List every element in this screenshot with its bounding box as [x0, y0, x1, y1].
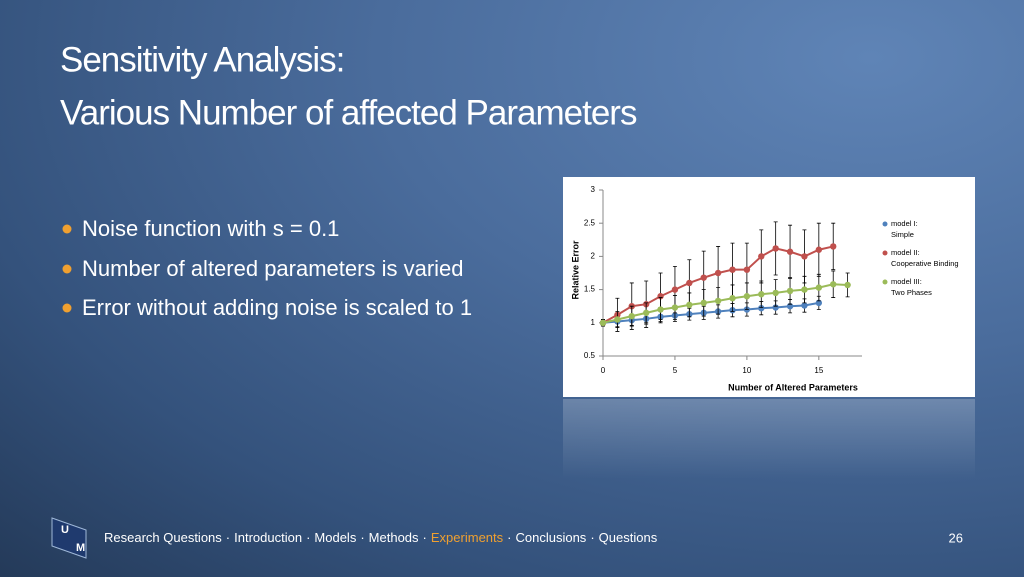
data-point	[700, 299, 707, 307]
footer-nav: Research Questions · Introduction · Models · M…	[104, 530, 658, 545]
data-point	[642, 309, 650, 317]
title-line: Sensitivity Analysis:	[60, 40, 344, 79]
y-tick-label: 1	[591, 318, 596, 327]
y-tick-label: 1.5	[584, 285, 596, 294]
data-point	[700, 274, 707, 281]
legend-marker	[882, 221, 888, 227]
nav-item[interactable]: Research Questions	[104, 530, 222, 545]
logo-shape	[51, 517, 87, 559]
nav-separator: ·	[507, 530, 511, 545]
y-axis-label: Relative Error	[570, 240, 580, 300]
nav-item[interactable]: Introduction	[234, 530, 302, 545]
nav-separator: ·	[306, 530, 310, 545]
data-point	[786, 287, 794, 295]
x-tick-label: 5	[673, 366, 678, 375]
bullet-dot	[62, 224, 72, 234]
legend-entry: model I: Simple	[891, 219, 918, 239]
data-point	[657, 306, 664, 313]
nav-item[interactable]: Methods	[369, 530, 419, 545]
data-point	[801, 302, 808, 309]
legend-line: Cooperative Binding	[891, 259, 959, 268]
data-point	[743, 293, 751, 300]
legend-line: Simple	[891, 230, 914, 239]
bullet-dot	[62, 303, 72, 313]
legend-line: Two Phases	[891, 288, 932, 297]
legend-entry: model III: Two Phases	[891, 277, 932, 297]
series-line	[602, 301, 820, 324]
data-point	[801, 253, 808, 260]
logo-letter: M	[76, 542, 85, 554]
bullet: Error without adding noise is scaled to …	[82, 295, 472, 320]
data-point	[729, 295, 736, 302]
x-axis-label: Number of Altered Parameters	[728, 382, 858, 392]
legend-entry: model II: Cooperative Binding	[891, 248, 959, 268]
nav-separator: ·	[360, 530, 364, 545]
y-tick-label: 2	[591, 252, 596, 261]
y-tick-label: 3	[591, 185, 596, 194]
data-point	[714, 297, 722, 305]
chart: 0.5 1 1.5 2 2.5 3 0 5 10 15 Number of Altered Para…	[570, 185, 958, 392]
legend-line: model III:	[891, 277, 922, 286]
data-point	[714, 269, 722, 277]
nav-item[interactable]: Questions	[599, 530, 658, 545]
page-number: 26	[949, 530, 963, 545]
data-point	[686, 279, 693, 287]
y-tick-label: 2.5	[584, 218, 596, 227]
x-tick-label: 10	[742, 366, 751, 375]
nav-separator: ·	[226, 530, 230, 545]
data-point	[686, 301, 693, 309]
data-point	[801, 286, 808, 293]
nav-separator: ·	[590, 530, 594, 545]
bullets: Noise function with s = 0.1 Number of al…	[62, 216, 472, 320]
y-tick-label: 0.5	[584, 351, 596, 360]
logo-letter: U	[61, 524, 69, 536]
nav-item[interactable]: Experiments	[431, 530, 504, 545]
legend-line: model I:	[891, 219, 918, 228]
nav-item[interactable]: Models	[314, 530, 356, 545]
nav-item[interactable]: Conclusions	[515, 530, 586, 545]
nav-separator: ·	[423, 530, 427, 545]
data-point	[830, 281, 837, 288]
data-point	[599, 319, 607, 326]
data-point	[772, 289, 779, 297]
bullet-dot	[62, 264, 72, 274]
data-point	[772, 245, 779, 252]
logo: U M	[51, 517, 87, 559]
data-point	[815, 246, 823, 253]
legend-line: model II:	[891, 248, 920, 257]
data-point	[614, 316, 621, 323]
title-line: Various Number of affected Parameters	[60, 93, 637, 132]
data-point	[844, 281, 851, 289]
data-point	[743, 266, 751, 273]
data-point	[671, 286, 679, 293]
data-point	[786, 248, 794, 255]
data-point	[628, 312, 635, 320]
bullet: Noise function with s = 0.1	[82, 216, 339, 241]
data-point	[815, 284, 823, 291]
data-point	[671, 304, 679, 311]
data-point	[758, 253, 765, 260]
bullet: Number of altered parameters is varied	[82, 256, 464, 281]
legend-marker	[882, 279, 888, 285]
data-point	[830, 243, 837, 250]
data-point	[758, 304, 765, 312]
x-tick-label: 0	[601, 366, 606, 375]
x-tick-label: 15	[814, 366, 823, 375]
chart-reflection	[563, 399, 975, 479]
data-point	[758, 291, 765, 298]
legend-marker	[882, 250, 888, 256]
data-point	[729, 266, 736, 273]
